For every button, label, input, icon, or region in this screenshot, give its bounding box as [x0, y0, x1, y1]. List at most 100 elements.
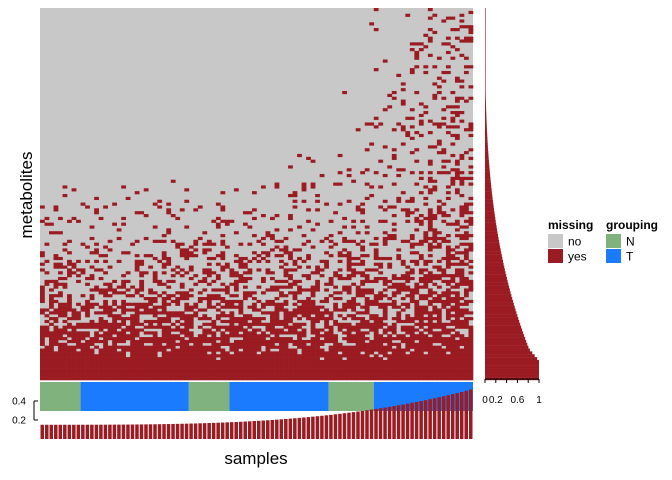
heatmap-cell-missing	[103, 351, 108, 355]
metabolite-missing-bar	[485, 234, 499, 238]
heatmap-cell-missing	[306, 368, 311, 372]
heatmap-cell-missing	[288, 311, 293, 315]
heatmap-cell-missing	[400, 259, 406, 263]
heatmap-cell-missing	[409, 297, 415, 301]
heatmap-cell-missing	[355, 325, 361, 329]
heatmap-cell-missing	[134, 348, 140, 352]
heatmap-cell-missing	[175, 328, 181, 332]
metabolite-missing-bar	[485, 8, 486, 12]
heatmap-cell-missing	[450, 362, 456, 366]
heatmap-cell-missing	[333, 362, 338, 366]
heatmap-cell-missing	[85, 282, 90, 286]
heatmap-cell-missing	[152, 311, 158, 315]
heatmap-cell-missing	[224, 302, 230, 306]
heatmap-cell-missing	[103, 288, 108, 292]
heatmap-cell-missing	[58, 216, 63, 221]
heatmap-cell-missing	[409, 299, 415, 304]
heatmap-cell-missing	[44, 282, 50, 286]
heatmap-cell-missing	[152, 348, 158, 352]
heatmap-cell-missing	[103, 362, 108, 366]
heatmap-cell-missing	[364, 225, 370, 229]
heatmap-cell-missing	[139, 305, 145, 309]
heatmap-cell-missing	[116, 339, 122, 344]
heatmap-cell-missing	[193, 314, 199, 318]
heatmap-cell-missing	[265, 311, 271, 315]
metabolite-missing-bar	[485, 39, 486, 43]
heatmap-cell-missing	[170, 374, 176, 378]
heatmap-cell-missing	[301, 331, 307, 335]
metabolite-bar-tick-label: 0.6	[510, 395, 524, 406]
heatmap-cell-missing	[121, 339, 126, 344]
heatmap-cell-missing	[418, 214, 424, 218]
heatmap-cell-missing	[220, 205, 226, 209]
heatmap-cell-missing	[288, 348, 293, 352]
heatmap-cell-missing	[369, 377, 375, 381]
heatmap-cell-missing	[454, 133, 460, 138]
heatmap-cell-missing	[378, 368, 384, 372]
heatmap-cell-missing	[373, 68, 379, 72]
heatmap-cell-missing	[202, 314, 208, 318]
heatmap-cell-missing	[67, 322, 72, 326]
heatmap-cell-missing	[274, 331, 280, 335]
heatmap-cell-missing	[274, 371, 280, 375]
heatmap-cell-missing	[450, 299, 456, 304]
heatmap-cell-missing	[265, 339, 271, 344]
heatmap-cell-missing	[364, 354, 370, 358]
heatmap-cell-missing	[333, 308, 338, 312]
heatmap-cell-missing	[247, 348, 253, 352]
heatmap-cell-missing	[279, 285, 284, 289]
heatmap-cell-missing	[423, 297, 429, 301]
heatmap-cell-missing	[49, 377, 54, 381]
heatmap-cell-missing	[76, 219, 81, 223]
heatmap-cell-missing	[360, 337, 366, 341]
heatmap-cell-missing	[116, 314, 122, 318]
heatmap-cell-missing	[265, 342, 271, 346]
heatmap-cell-missing	[238, 262, 244, 266]
metabolite-missing-bar	[485, 93, 486, 97]
heatmap-cell-missing	[445, 291, 451, 295]
heatmap-cell-missing	[382, 173, 388, 178]
metabolite-missing-bar	[485, 225, 497, 229]
heatmap-cell-missing	[107, 368, 113, 372]
heatmap-cell-missing	[270, 322, 275, 326]
heatmap-cell-missing	[463, 354, 469, 358]
heatmap-cell-missing	[274, 239, 280, 243]
heatmap-cell-missing	[166, 357, 172, 361]
heatmap-cell-missing	[67, 354, 72, 358]
heatmap-cell-missing	[450, 90, 456, 95]
heatmap-cell-missing	[427, 357, 433, 361]
heatmap-cell-missing	[157, 239, 163, 243]
heatmap-cell-missing	[193, 365, 199, 369]
heatmap-cell-missing	[49, 288, 54, 292]
heatmap-cell-missing	[161, 377, 167, 381]
heatmap-cell-missing	[333, 351, 338, 355]
heatmap-cell-missing	[400, 142, 406, 146]
heatmap-cell-missing	[256, 319, 262, 324]
heatmap-cell-missing	[170, 339, 176, 344]
heatmap-cell-missing	[418, 242, 424, 246]
heatmap-cell-missing	[125, 308, 131, 312]
heatmap-cell-missing	[85, 365, 90, 369]
heatmap-cell-missing	[139, 348, 145, 352]
heatmap-cell-missing	[373, 319, 379, 324]
heatmap-cell-missing	[143, 302, 149, 306]
heatmap-cell-missing	[436, 205, 442, 209]
heatmap-cell-missing	[445, 357, 451, 361]
heatmap-cell-missing	[98, 328, 104, 332]
metabolite-missing-bar	[485, 337, 526, 341]
heatmap-cell-missing	[369, 122, 375, 126]
heatmap-cell-missing	[283, 262, 289, 266]
heatmap-cell-missing	[242, 291, 248, 295]
heatmap-cell-missing	[468, 279, 474, 284]
heatmap-cell-missing	[333, 302, 338, 306]
heatmap-cell-missing	[418, 305, 424, 309]
heatmap-cell-missing	[378, 294, 384, 298]
heatmap-cell-missing	[436, 56, 442, 60]
heatmap-cell-missing	[454, 274, 460, 278]
heatmap-cell-missing	[463, 311, 469, 315]
heatmap-cell-missing	[301, 359, 307, 364]
heatmap-cell-missing	[468, 348, 474, 352]
heatmap-cell-missing	[418, 339, 424, 344]
heatmap-cell-missing	[463, 291, 469, 295]
heatmap-cell-missing	[197, 325, 203, 329]
